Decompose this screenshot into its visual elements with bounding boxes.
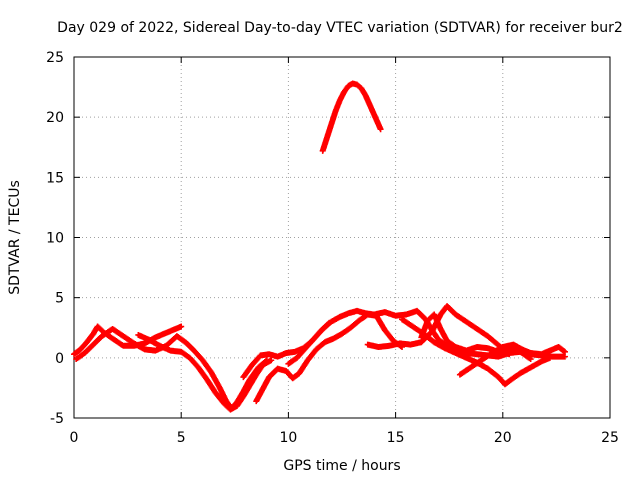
axis-ticks <box>73 56 611 419</box>
x-tick-label: 0 <box>70 430 79 446</box>
series-arc-c <box>135 331 275 413</box>
x-tick-label: 5 <box>177 430 186 446</box>
series-arc-j <box>418 311 513 358</box>
y-tick-label: 15 <box>46 170 64 186</box>
y-tick-label: 5 <box>55 291 64 307</box>
chart-title: Day 029 of 2022, Sidereal Day-to-day VTE… <box>57 20 623 36</box>
series-markers <box>319 80 384 154</box>
x-tick-labels: 0 5 10 15 20 25 <box>70 430 619 446</box>
y-tick-label: 10 <box>46 231 64 247</box>
y-tick-label: -5 <box>50 411 64 427</box>
x-tick-label: 25 <box>601 430 619 446</box>
x-tick-label: 15 <box>387 430 405 446</box>
series-arc-a <box>71 323 185 358</box>
y-tick-label: 0 <box>55 351 64 367</box>
data-marks <box>71 80 568 413</box>
series-arc-h <box>399 316 553 388</box>
series-arc-k <box>319 80 384 154</box>
x-tick-label: 20 <box>494 430 512 446</box>
x-tick-label: 10 <box>279 430 297 446</box>
y-tick-label: 25 <box>46 50 64 66</box>
series-markers <box>399 316 553 388</box>
y-axis-label: SDTVAR / TECUs <box>7 180 23 295</box>
series-markers <box>418 311 513 358</box>
grid-lines <box>74 57 610 418</box>
series-markers <box>71 323 185 358</box>
series-markers <box>135 331 275 413</box>
y-tick-label: 20 <box>46 110 64 126</box>
y-tick-labels: -5 0 5 10 15 20 25 <box>46 50 64 427</box>
x-axis-label: GPS time / hours <box>283 458 400 474</box>
